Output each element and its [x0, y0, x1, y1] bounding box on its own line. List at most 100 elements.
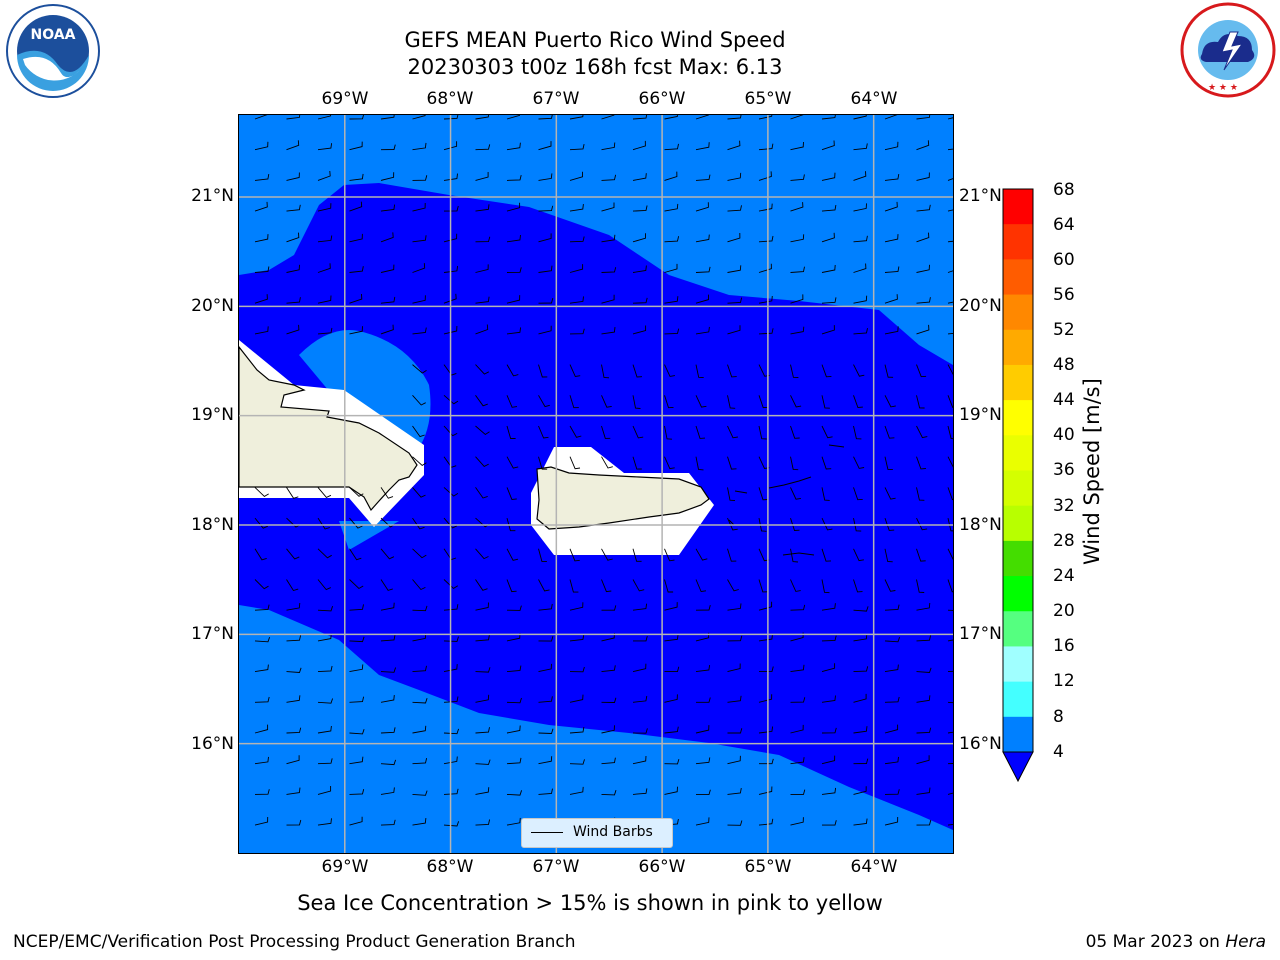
- wind-barb: [475, 204, 490, 212]
- wind-barb: [349, 326, 363, 335]
- colorbar-cell: [1003, 611, 1033, 647]
- wind-barb: [601, 605, 617, 611]
- colorbar-tick: 12: [1053, 671, 1075, 691]
- wind-barb: [506, 327, 522, 335]
- wind-barb: [916, 395, 925, 409]
- wind-barb: [790, 789, 806, 795]
- wind-barb: [758, 694, 773, 703]
- wind-barb: [916, 635, 932, 642]
- wind-barb: [947, 701, 953, 704]
- wind-barb: [506, 174, 522, 181]
- wind-barb: [821, 264, 836, 273]
- wind-barb: [317, 517, 330, 530]
- wind-barb: [380, 144, 396, 151]
- wind-barb: [947, 763, 953, 765]
- wind-barb: [664, 634, 679, 642]
- wind-barb: [412, 175, 428, 181]
- wind-barb: [916, 204, 931, 212]
- wind-barb: [695, 817, 710, 826]
- wind-barb: [947, 487, 953, 501]
- wind-barb: [443, 756, 458, 765]
- wind-barb: [412, 790, 428, 796]
- wind-barb: [696, 697, 711, 703]
- wind-barb: [632, 695, 648, 703]
- colorbar-tick: 64: [1053, 215, 1075, 235]
- wind-barb: [443, 115, 459, 120]
- wind-barb: [695, 425, 706, 439]
- wind-barb: [821, 395, 830, 409]
- wind-barb: [727, 517, 738, 531]
- wind-barb: [506, 665, 522, 673]
- wind-barb: [947, 364, 953, 375]
- wind-barb: [569, 328, 585, 335]
- wind-barb: [947, 579, 953, 593]
- hispaniola-land: [239, 346, 418, 512]
- wind-barb: [506, 295, 521, 304]
- wind-barb: [506, 115, 520, 120]
- wind-barb: [916, 787, 931, 795]
- wind-barb: [443, 664, 458, 673]
- wind-barb: [790, 364, 799, 378]
- wind-barb: [884, 664, 899, 673]
- wind-barb: [664, 548, 675, 562]
- wind-barb: [884, 141, 899, 151]
- wind-barb: [633, 635, 648, 642]
- wind-barb: [853, 579, 863, 593]
- wind-barb: [916, 695, 931, 703]
- wind-barb: [538, 788, 553, 795]
- wind-barb: [317, 698, 334, 704]
- wind-barb: [790, 664, 805, 673]
- colorbar-cells: [1003, 189, 1033, 753]
- wind-barb: [349, 816, 363, 826]
- wind-barb: [380, 264, 395, 273]
- wind-band-4-8-notch: [339, 521, 399, 550]
- wind-barb: [664, 236, 680, 243]
- colorbar-cell: [1003, 259, 1033, 296]
- colorbar-cell: [1003, 189, 1033, 225]
- wind-barb: [286, 324, 300, 335]
- wind-barb: [380, 579, 393, 591]
- wind-barb: [884, 364, 894, 378]
- wind-barb: [349, 756, 364, 765]
- wind-barb: [884, 517, 895, 531]
- wind-barb: [569, 204, 584, 212]
- colorbar-tick: 68: [1053, 180, 1075, 200]
- wind-barb: [853, 328, 868, 335]
- wind-barb: [443, 173, 458, 181]
- wind-barb: [254, 234, 269, 243]
- wind-barb: [758, 263, 772, 273]
- wind-barb: [569, 264, 584, 273]
- wind-barb-legend-line: [531, 832, 563, 833]
- wind-barb: [884, 756, 899, 765]
- wind-barbs-layer: [254, 115, 953, 827]
- wind-barb: [853, 295, 868, 304]
- wind-barb: [664, 425, 673, 440]
- lat-label-left: 17°N: [191, 624, 234, 644]
- wind-barb: [538, 696, 553, 703]
- wind-barb: [853, 235, 868, 243]
- wind-barb: [821, 727, 837, 734]
- lon-label-bottom: 65°W: [744, 857, 792, 877]
- wind-barb: [601, 267, 617, 273]
- wind-barb: [947, 117, 953, 120]
- wind-barb: [853, 171, 867, 181]
- wind-barb: [349, 788, 365, 795]
- wind-barb: [695, 364, 704, 379]
- wind-barb: [412, 548, 427, 559]
- lat-label-right: 19°N: [959, 405, 1002, 425]
- wind-barb: [664, 602, 678, 611]
- wind-barb: [821, 603, 836, 611]
- wind-barb: [632, 755, 647, 765]
- wind-barb: [821, 364, 832, 378]
- wind-barb: [664, 203, 679, 212]
- map-grid: [239, 115, 953, 853]
- wind-barb: [916, 727, 932, 734]
- wind-barb: [286, 579, 299, 592]
- lon-label-bottom: 67°W: [532, 857, 580, 877]
- wind-barb: [947, 792, 953, 795]
- wind-barb: [632, 579, 645, 592]
- wind-barb: [506, 517, 516, 532]
- wind-barb: [664, 758, 680, 765]
- wind-barb: [506, 757, 522, 765]
- wind-barb: [916, 755, 930, 765]
